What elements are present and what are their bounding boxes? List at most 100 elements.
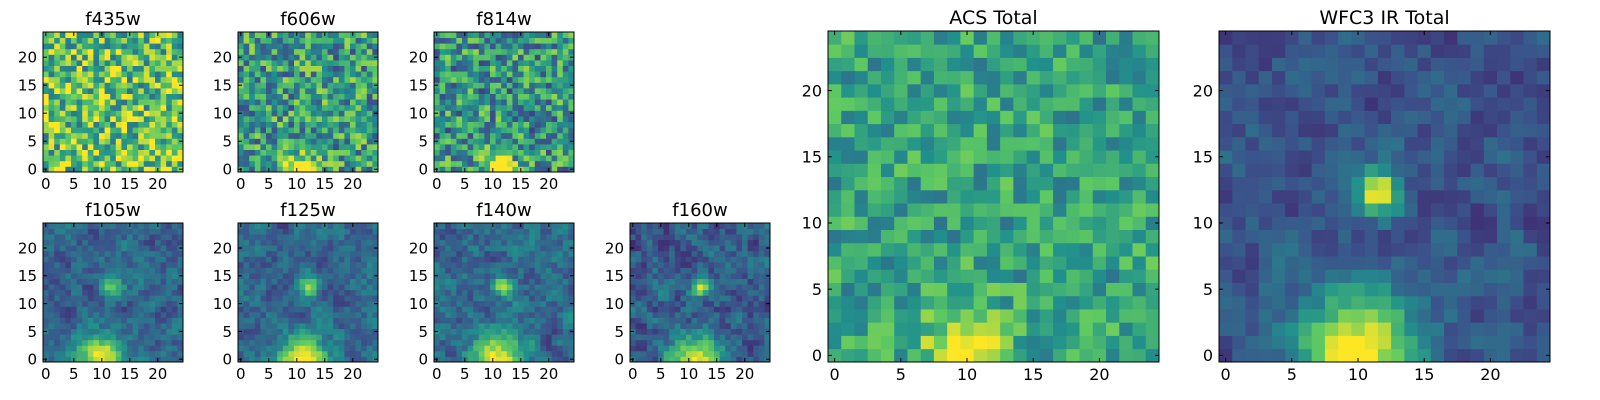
heatmap-cell: [450, 328, 457, 335]
heatmap-cell: [439, 256, 446, 263]
heatmap-cell: [316, 289, 323, 296]
heatmap-cell: [1106, 295, 1120, 310]
heatmap-cell: [110, 155, 117, 162]
heatmap-cell: [658, 250, 664, 257]
heatmap-cell: [87, 317, 94, 324]
y-tick-label: 5: [418, 133, 428, 151]
heatmap-cell: [434, 88, 440, 94]
heatmap-cell: [121, 132, 128, 139]
heatmap-cell: [434, 317, 440, 324]
heatmap-cell: [65, 37, 72, 44]
heatmap-cell: [65, 149, 72, 156]
heatmap-cell: [478, 306, 485, 313]
heatmap-cell: [534, 166, 541, 173]
heatmap-cell: [686, 306, 692, 313]
heatmap-cell: [1066, 309, 1080, 323]
heatmap-cell: [462, 261, 468, 268]
heatmap-cell: [562, 284, 569, 291]
heatmap-cell: [310, 261, 317, 268]
y-tick-label: 5: [222, 323, 232, 341]
heatmap-cell: [697, 234, 704, 241]
heatmap-cell: [529, 110, 536, 117]
heatmap-cell: [495, 127, 502, 134]
heatmap-cell: [288, 278, 295, 285]
heatmap-cell: [260, 289, 267, 296]
heatmap-cell: [473, 88, 480, 94]
heatmap-cell: [99, 350, 105, 357]
heatmap-cell: [322, 37, 328, 44]
heatmap-cell: [551, 334, 558, 341]
heatmap-cell: [143, 311, 150, 318]
heatmap-cell: [271, 261, 278, 268]
heatmap-cell: [372, 104, 379, 111]
heatmap-cell: [121, 76, 128, 83]
heatmap-cell: [512, 328, 519, 335]
heatmap-cell: [484, 37, 491, 44]
heatmap-cell: [104, 345, 111, 352]
heatmap-cell: [254, 88, 261, 94]
heatmap-cell: [372, 223, 379, 229]
heatmap-cell: [288, 300, 295, 307]
heatmap-cell: [534, 300, 541, 307]
heatmap-cell: [960, 282, 975, 297]
heatmap-cell: [271, 166, 278, 173]
heatmap-cell: [490, 71, 496, 78]
heatmap-cell: [742, 234, 748, 241]
heatmap-cell: [294, 37, 300, 44]
heatmap-cell: [562, 93, 569, 100]
heatmap-cell: [59, 317, 66, 324]
heatmap-cell: [490, 138, 496, 145]
heatmap-cell: [282, 121, 289, 128]
heatmap-cell: [288, 149, 295, 156]
heatmap-cell: [177, 65, 184, 72]
heatmap-cell: [121, 48, 128, 55]
heatmap-cell: [243, 350, 250, 357]
heatmap-cell: [350, 144, 356, 150]
heatmap-cell: [271, 82, 278, 89]
heatmap-cell: [635, 239, 642, 246]
heatmap-cell: [344, 160, 351, 167]
panel-title: f140w: [476, 200, 531, 221]
heatmap-cell: [490, 306, 496, 313]
heatmap-cell: [1079, 309, 1094, 323]
heatmap-cell: [65, 127, 72, 134]
heatmap-cell: [299, 278, 306, 285]
heatmap-cell: [495, 121, 502, 128]
heatmap-cell: [546, 116, 552, 122]
heatmap-cell: [467, 160, 474, 167]
heatmap-cell: [512, 350, 519, 357]
heatmap-cell: [149, 239, 156, 246]
heatmap-cell: [439, 121, 446, 128]
heatmap-cell: [557, 48, 564, 55]
heatmap-cell: [753, 300, 760, 307]
heatmap-cell: [947, 189, 961, 204]
heatmap-cell: [568, 116, 575, 122]
heatmap-cell: [501, 43, 508, 50]
heatmap-cell: [254, 339, 261, 346]
heatmap-cell: [669, 317, 676, 324]
heatmap-cell: [501, 223, 508, 229]
heatmap-cell: [316, 138, 323, 145]
heatmap-cell: [439, 261, 446, 268]
heatmap-cell: [529, 278, 536, 285]
heatmap-cell: [663, 228, 670, 235]
heatmap-cell: [529, 256, 536, 263]
heatmap-cell: [171, 261, 178, 268]
heatmap-cell: [249, 261, 256, 268]
heatmap-cell: [551, 166, 558, 173]
heatmap-cell: [115, 160, 122, 167]
heatmap-cell: [166, 99, 173, 106]
heatmap-cell: [719, 356, 726, 363]
heatmap-cell: [523, 149, 530, 156]
heatmap-cell: [43, 149, 49, 156]
heatmap-cell: [501, 116, 508, 122]
heatmap-cell: [456, 76, 463, 83]
heatmap-cell: [54, 317, 61, 324]
heatmap-cell: [104, 323, 111, 330]
heatmap-cell: [260, 250, 267, 257]
heatmap-cell: [742, 256, 748, 263]
heatmap-cell: [121, 43, 128, 50]
heatmap-cell: [322, 54, 328, 61]
x-tick-label: 5: [656, 365, 666, 383]
heatmap-cell: [266, 127, 272, 134]
